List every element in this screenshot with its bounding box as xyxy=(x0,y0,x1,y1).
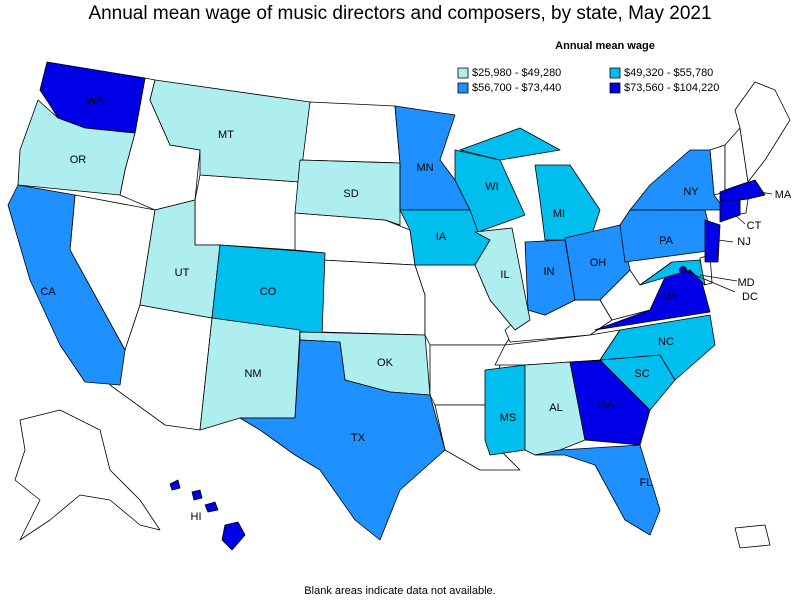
state xyxy=(221,521,246,551)
legend-swatch xyxy=(457,82,469,94)
state-label: OK xyxy=(377,357,394,369)
legend-swatch xyxy=(609,67,621,79)
state-blank xyxy=(734,81,791,183)
legend-swatch xyxy=(609,82,621,94)
state xyxy=(704,219,721,263)
legend: Annual mean wage $25,980 - $49,280 $49,3… xyxy=(457,40,719,94)
state-label: AL xyxy=(549,402,562,414)
state xyxy=(534,444,661,536)
state-blank xyxy=(319,259,426,336)
state xyxy=(7,184,126,386)
legend-title: Annual mean wage xyxy=(555,40,655,52)
state-label: MT xyxy=(218,129,234,141)
legend-label: $73,560 - $104,220 xyxy=(624,82,719,94)
state-label: UT xyxy=(175,267,190,279)
legend-label: $49,320 - $55,780 xyxy=(624,67,713,79)
footnote: Blank areas indicate data not available. xyxy=(304,585,495,597)
state-label: GA xyxy=(598,399,615,411)
state xyxy=(599,314,716,381)
state-label: MA xyxy=(775,189,792,201)
state xyxy=(474,227,531,331)
state xyxy=(169,479,181,491)
map-title: Annual mean wage of music directors and … xyxy=(88,3,711,24)
state-label: WI xyxy=(485,181,498,193)
state-label: NJ xyxy=(737,236,750,248)
state-label: CO xyxy=(260,286,277,298)
data-states xyxy=(7,61,766,551)
state-label: NY xyxy=(683,186,699,198)
state xyxy=(629,149,726,211)
state xyxy=(191,489,203,501)
state-label: TX xyxy=(351,432,366,444)
state-label: OH xyxy=(590,257,607,269)
state-labels: WA OR CA MT UT CO NM SD OK TX MN IA WI I… xyxy=(40,95,792,523)
state-label: WA xyxy=(86,95,104,107)
state-label: SD xyxy=(343,188,358,200)
state xyxy=(719,199,741,223)
state-label: IA xyxy=(436,231,447,243)
state xyxy=(459,127,561,161)
state-label: MD xyxy=(737,277,754,289)
state xyxy=(294,159,401,226)
state xyxy=(564,224,631,301)
state-label: NC xyxy=(658,336,674,348)
state xyxy=(719,179,766,201)
state xyxy=(239,339,446,541)
state-blank xyxy=(14,409,161,541)
state-blank xyxy=(194,174,301,251)
state-label: MS xyxy=(500,412,517,424)
state-label: FL xyxy=(640,477,653,489)
legend-label: $25,980 - $49,280 xyxy=(472,67,561,79)
state-label: VA xyxy=(663,291,678,303)
state-label: CA xyxy=(40,286,56,298)
state-blank xyxy=(734,524,771,549)
state xyxy=(484,364,526,456)
legend-swatch xyxy=(457,67,469,79)
state xyxy=(534,164,601,241)
state xyxy=(17,99,136,196)
legend-label: $56,700 - $73,440 xyxy=(472,82,561,94)
state xyxy=(204,501,219,513)
state-label: IL xyxy=(500,269,509,281)
state-blank xyxy=(739,198,749,215)
state-label: MN xyxy=(416,162,433,174)
state xyxy=(149,79,311,183)
state-label: SC xyxy=(634,368,649,380)
state-label: IN xyxy=(544,266,555,278)
state-label: MI xyxy=(553,208,565,220)
state-label: OR xyxy=(70,154,87,166)
state-label: NM xyxy=(244,368,261,380)
state-label: CT xyxy=(747,220,762,232)
state-blank xyxy=(299,101,401,164)
state-label: DC xyxy=(742,291,758,303)
state-label: PA xyxy=(659,235,674,247)
leader-lines xyxy=(682,191,773,293)
state xyxy=(524,239,576,316)
state-label: HI xyxy=(191,511,202,523)
blank-states xyxy=(14,77,791,549)
